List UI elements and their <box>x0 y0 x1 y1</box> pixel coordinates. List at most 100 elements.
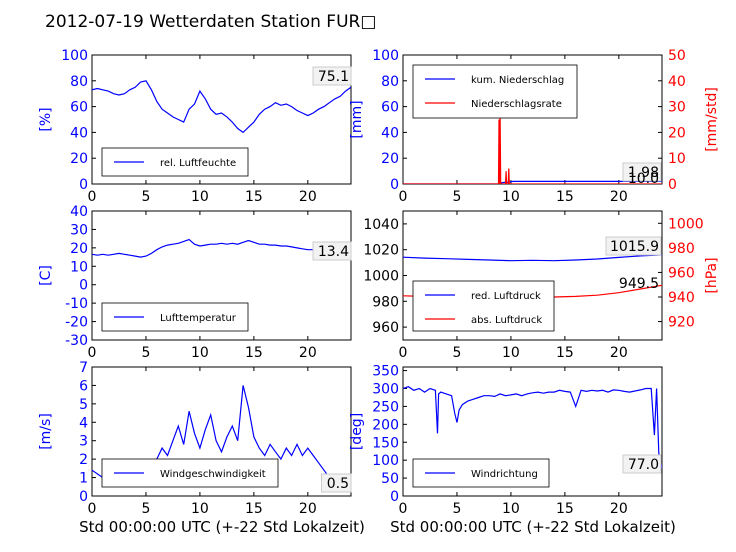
value-label: 77.0 <box>628 457 659 473</box>
value-label-bg <box>321 473 352 493</box>
value-label: 0.5 <box>327 476 349 492</box>
y-tick-label: 3 <box>79 434 88 450</box>
x-tick-label: 10 <box>191 345 209 361</box>
value-label-bg <box>312 241 352 261</box>
x-tick-label: 0 <box>399 345 408 361</box>
series-line-1 <box>92 238 351 258</box>
legend-entry: red. Luftdruck <box>471 291 541 302</box>
panel-4: 0 5 10 15 20 960 980 1000 1020 1040 920 940 960 980 10… <box>363 210 720 361</box>
value-label-box: 0.5 <box>321 473 352 493</box>
y-axis-label: [mm] <box>349 100 365 138</box>
y-tick-label: 300 <box>372 382 399 398</box>
y-tick-label: 80 <box>70 74 88 90</box>
y-right-axis-label: [hPa] <box>704 257 720 293</box>
x-tick-label: 10 <box>502 345 520 361</box>
legend-entry: abs. Luftdruck <box>471 315 542 326</box>
y-right-tick-label: 0 <box>668 177 677 193</box>
x-tick-label: 0 <box>399 189 408 205</box>
x-axis-label-right: Std 00:00:00 UTC (+-22 Std Lokalzeit) <box>390 518 676 536</box>
y-axis-label: [deg] <box>349 413 365 450</box>
x-tick-label: 20 <box>610 501 628 517</box>
legend: rel. Luftfeuchte <box>101 147 249 177</box>
y-tick-label: 60 <box>70 100 88 116</box>
series-group <box>403 114 662 184</box>
x-tick-label: 20 <box>299 345 317 361</box>
y-right-tick-label: 20 <box>668 125 686 141</box>
y-tick-label: 2 <box>79 452 88 468</box>
x-tick-label: 15 <box>556 345 574 361</box>
legend: Windrichtung <box>412 458 550 488</box>
y-tick-label: 0 <box>390 489 399 505</box>
x-tick-label: 15 <box>245 501 263 517</box>
x-tick-label: 0 <box>88 189 97 205</box>
y-tick-label: 7 <box>79 360 88 376</box>
legend-entry: Windrichtung <box>471 469 538 480</box>
x-tick-label: 5 <box>452 345 461 361</box>
series-group <box>92 238 351 258</box>
panel-3: 0 5 10 15 20 -30 -20 -10 0 10 20 30 40 [C] 13.4 Lufttem… <box>38 204 352 361</box>
y-tick-label: 1 <box>79 471 88 487</box>
y-tick-label: 1000 <box>363 269 399 285</box>
x-tick-label: 0 <box>88 501 97 517</box>
y-tick-label: -10 <box>65 296 88 312</box>
x-tick-label: 0 <box>399 501 408 517</box>
value-label-bg <box>312 66 352 86</box>
y-tick-label: 150 <box>372 435 399 451</box>
legend-entry: Lufttemperatur <box>160 313 237 324</box>
value-label-box: 13.4 <box>312 241 352 261</box>
y-tick-label: 980 <box>372 294 399 310</box>
panel-5: 0 5 10 15 2001234567[m/s]0.5Windgeschwindigk… <box>38 360 352 517</box>
figure-title: 2012-07-19 Wetterdaten Station FUR□ <box>45 12 376 32</box>
y-right-tick-label: 980 <box>668 241 695 257</box>
value-label-2: 949.5 <box>619 276 659 292</box>
y-tick-label: 6 <box>79 378 88 394</box>
value-label-bg <box>622 162 662 182</box>
panel-6: 0 5 10 15 20050100150200250300350[deg]77.0Wi… <box>349 364 663 517</box>
y-right-tick-label: 960 <box>668 265 695 281</box>
x-tick-label: 10 <box>191 501 209 517</box>
x-tick-label: 5 <box>452 189 461 205</box>
series-group <box>403 386 662 469</box>
series-line-1 <box>403 254 662 262</box>
y-right-axis-label: [mm/std] <box>704 87 720 152</box>
y-tick-label: 50 <box>381 471 399 487</box>
y-axis-label: [C] <box>38 265 54 286</box>
y-tick-label: 100 <box>61 48 88 64</box>
legend-frame <box>412 280 555 332</box>
x-axis-label-left: Std 00:00:00 UTC (+-22 Std Lokalzeit) <box>79 518 365 536</box>
x-tick-label: 20 <box>610 189 628 205</box>
y-tick-label: 40 <box>70 204 88 220</box>
x-tick-label: 10 <box>191 189 209 205</box>
y-tick-label: 5 <box>79 397 88 413</box>
value-label: 13.4 <box>318 244 349 260</box>
value-label-bg <box>622 454 662 474</box>
x-tick-label: 15 <box>245 345 263 361</box>
legend-entry: rel. Luftfeuchte <box>160 158 236 169</box>
series-group <box>92 80 351 134</box>
x-tick-label: 15 <box>245 189 263 205</box>
value-label-box: 1.98 <box>622 162 662 182</box>
x-tick-label: 5 <box>141 189 150 205</box>
x-tick-label: 20 <box>610 345 628 361</box>
y-tick-label: 200 <box>372 417 399 433</box>
panel-1: 0 5 10 15 20 0 20 40 60 80 100 [%] 75.1 rel. Luftfeuc… <box>38 48 352 205</box>
y-tick-label: 20 <box>70 151 88 167</box>
y-tick-label: 40 <box>381 125 399 141</box>
y-tick-label: 100 <box>372 48 399 64</box>
x-tick-label: 20 <box>299 189 317 205</box>
y-tick-label: 0 <box>79 489 88 505</box>
value-label: 1015.9 <box>610 239 659 255</box>
value-label-bg <box>605 236 662 256</box>
x-tick-label: 10 <box>502 501 520 517</box>
x-tick-label: 15 <box>556 501 574 517</box>
y-tick-label: 1020 <box>363 243 399 259</box>
y-tick-label: 0 <box>79 278 88 294</box>
y-tick-label: 40 <box>70 125 88 141</box>
legend: kum. Niederschlag Niederschlagsrate <box>412 64 578 119</box>
y-tick-label: 4 <box>79 415 88 431</box>
value-label-box: 77.0 <box>622 454 662 474</box>
y-tick-label: 0 <box>390 177 399 193</box>
y-right-tick-label: 940 <box>668 290 695 306</box>
y-tick-label: -30 <box>65 333 88 349</box>
